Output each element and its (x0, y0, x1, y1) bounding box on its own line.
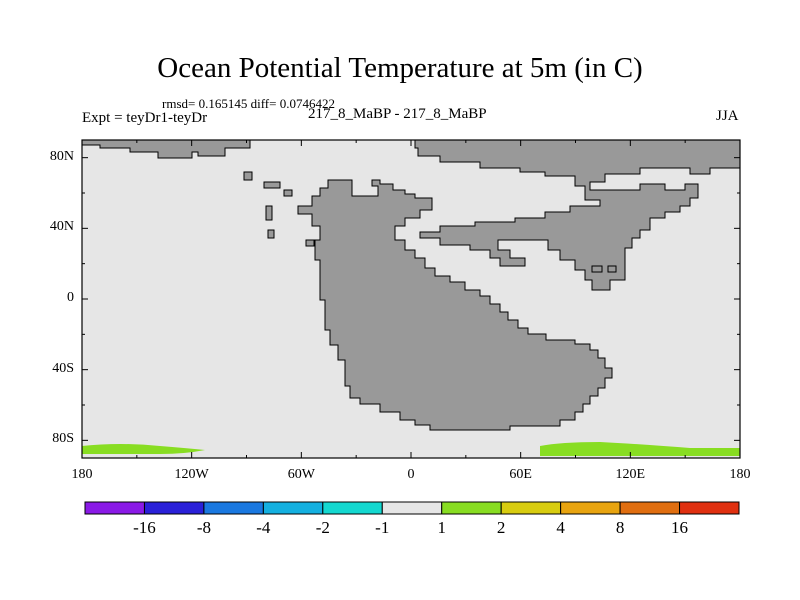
colorbar-swatch (143, 501, 205, 515)
island (305, 239, 315, 247)
colorbar-label: -8 (196, 518, 211, 537)
colorbar-swatch (679, 501, 740, 515)
arctic-land-east (414, 139, 741, 291)
colorbar-label: 8 (615, 518, 625, 537)
colorbar-swatch (203, 501, 264, 515)
y-tick-label: 80S (52, 431, 74, 447)
x-tick-label: 60E (509, 467, 532, 482)
colorbar-label: -4 (256, 518, 271, 537)
x-tick-label: 120W (174, 467, 209, 482)
island (283, 189, 293, 197)
arctic-land-west (81, 139, 251, 159)
colorbar-swatch (441, 501, 502, 515)
land-layer (81, 139, 741, 431)
period-subtitle: 217_8_MaBP - 217_8_MaBP (308, 106, 487, 122)
x-tick-label: 60W (287, 467, 315, 482)
colorbar-label: -16 (133, 518, 156, 537)
x-tick-label: 180 (71, 467, 93, 482)
y-tick-label: 80N (49, 148, 74, 164)
map-title: Ocean Potential Temperature at 5m (in C) (157, 52, 643, 84)
colorbar-label: -2 (315, 518, 330, 537)
colorbar-swatch (560, 501, 621, 515)
island (263, 181, 281, 189)
x-tick-label: 180 (729, 467, 751, 482)
island (591, 265, 603, 273)
island (267, 229, 275, 239)
colorbar-swatch (381, 501, 443, 515)
x-tick-label: 120E (615, 467, 646, 482)
x-tick-label: 0 (407, 467, 415, 482)
season-label: JJA (716, 108, 739, 124)
colorbar-swatch (262, 501, 324, 515)
colorbar-swatch (84, 501, 145, 515)
rmsd-diff-stats: rmsd= 0.165145 diff= 0.0746422 (162, 96, 335, 111)
y-tick-label: 40S (52, 360, 74, 376)
experiment-label: Expt = teyDr1-teyDr (82, 110, 208, 126)
y-tick-label: 0 (67, 290, 74, 305)
colorbar-label: -1 (375, 518, 390, 537)
main-continent (297, 179, 613, 431)
colorbar-label: 16 (671, 518, 689, 537)
colorbar-label: 2 (496, 518, 506, 537)
island (607, 265, 617, 273)
y-tick-label: 40N (49, 219, 74, 235)
colorbar-swatch (322, 501, 383, 515)
anomaly-patch-west (82, 444, 205, 454)
colorbar-swatch (619, 501, 681, 515)
colorbar (84, 501, 740, 515)
axis-ticks (81, 140, 741, 458)
island (265, 205, 273, 221)
island (243, 171, 253, 181)
colorbar-label: 4 (556, 518, 565, 537)
anomaly-patch-east (540, 442, 740, 456)
colorbar-swatch (500, 501, 562, 515)
colorbar-label: 1 (437, 518, 446, 537)
